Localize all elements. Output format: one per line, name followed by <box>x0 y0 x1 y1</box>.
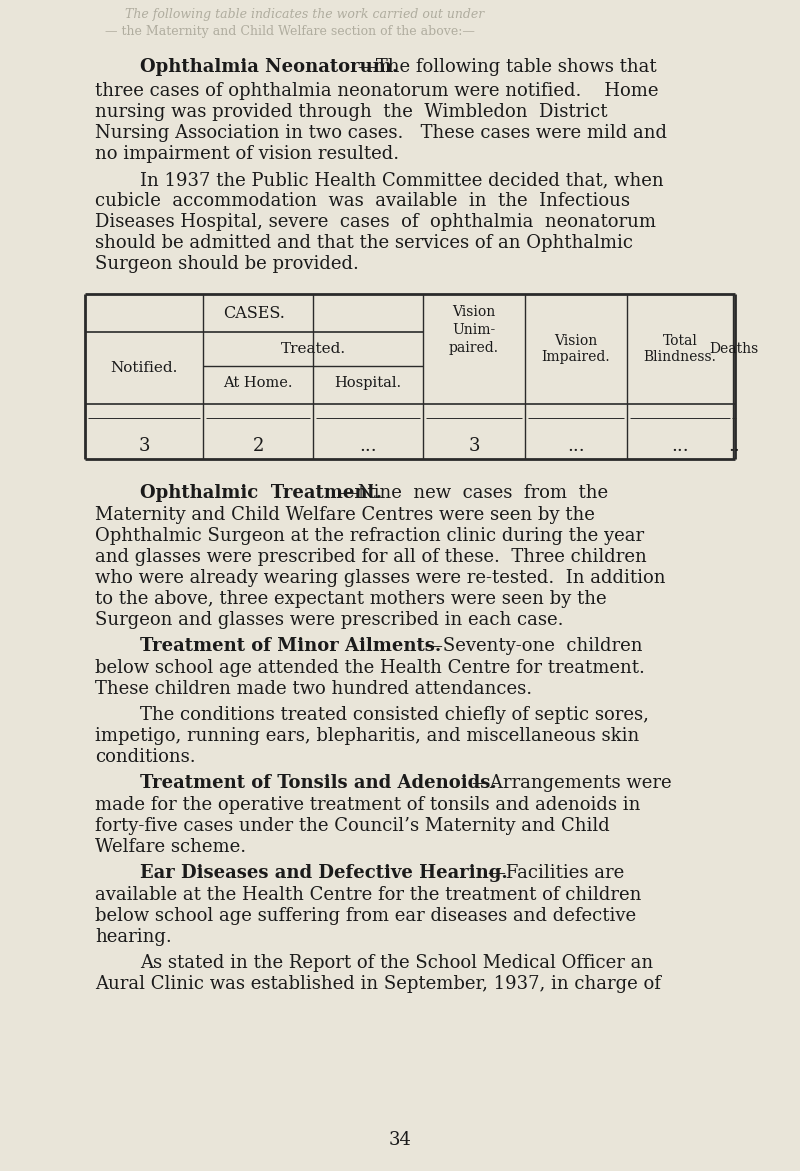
Text: ...: ... <box>567 437 585 456</box>
Text: made for the operative treatment of tonsils and adenoids in: made for the operative treatment of tons… <box>95 796 640 814</box>
Text: Treatment of Minor Ailments.: Treatment of Minor Ailments. <box>140 637 442 655</box>
Text: below school age attended the Health Centre for treatment.: below school age attended the Health Cen… <box>95 659 645 677</box>
Text: —Nine  new  cases  from  the: —Nine new cases from the <box>340 484 608 502</box>
Text: CASES.: CASES. <box>223 306 285 322</box>
Text: Blindness.: Blindness. <box>643 350 717 364</box>
Text: should be admitted and that the services of an Ophthalmic: should be admitted and that the services… <box>95 234 633 252</box>
Text: As stated in the Report of the School Medical Officer an: As stated in the Report of the School Me… <box>140 954 653 972</box>
Text: The following table indicates the work carried out under: The following table indicates the work c… <box>125 8 484 21</box>
Text: The conditions treated consisted chiefly of septic sores,: The conditions treated consisted chiefly… <box>140 706 649 724</box>
Text: no impairment of vision resulted.: no impairment of vision resulted. <box>95 145 399 163</box>
Text: —Facilities are: —Facilities are <box>488 864 624 882</box>
Text: Vision: Vision <box>452 304 496 319</box>
Text: 3: 3 <box>138 437 150 456</box>
Text: 2: 2 <box>252 437 264 456</box>
Text: Surgeon and glasses were prescribed in each case.: Surgeon and glasses were prescribed in e… <box>95 611 563 629</box>
Text: cubicle  accommodation  was  available  in  the  Infectious: cubicle accommodation was available in t… <box>95 192 630 210</box>
Text: conditions.: conditions. <box>95 748 196 766</box>
Text: ...: ... <box>671 437 689 456</box>
Text: These children made two hundred attendances.: These children made two hundred attendan… <box>95 680 532 698</box>
Text: Unim-: Unim- <box>452 323 496 337</box>
Text: Maternity and Child Welfare Centres were seen by the: Maternity and Child Welfare Centres were… <box>95 506 595 523</box>
Text: who were already wearing glasses were re-tested.  In addition: who were already wearing glasses were re… <box>95 569 666 587</box>
Text: In 1937 the Public Health Committee decided that, when: In 1937 the Public Health Committee deci… <box>140 171 664 189</box>
Text: At Home.: At Home. <box>223 376 293 390</box>
Text: and glasses were prescribed for all of these.  Three children: and glasses were prescribed for all of t… <box>95 548 646 566</box>
Text: Vision: Vision <box>554 334 598 348</box>
Text: —Seventy-one  children: —Seventy-one children <box>425 637 642 655</box>
Text: Welfare scheme.: Welfare scheme. <box>95 838 246 856</box>
Text: Ophthalmic Surgeon at the refraction clinic during the year: Ophthalmic Surgeon at the refraction cli… <box>95 527 644 545</box>
Text: ..: .. <box>728 437 740 456</box>
Text: impetigo, running ears, blepharitis, and miscellaneous skin: impetigo, running ears, blepharitis, and… <box>95 727 639 745</box>
Text: Treated.: Treated. <box>281 342 346 356</box>
Text: three cases of ophthalmia neonatorum were notified.    Home: three cases of ophthalmia neonatorum wer… <box>95 82 658 100</box>
Text: to the above, three expectant mothers were seen by the: to the above, three expectant mothers we… <box>95 590 606 608</box>
Text: Hospital.: Hospital. <box>334 376 402 390</box>
Text: Ophthalmic  Treatment.: Ophthalmic Treatment. <box>140 484 382 502</box>
Text: Deaths: Deaths <box>710 342 758 356</box>
Text: 34: 34 <box>389 1131 411 1149</box>
Text: —Arrangements were: —Arrangements were <box>472 774 672 792</box>
Text: hearing.: hearing. <box>95 927 172 946</box>
Text: paired.: paired. <box>449 341 499 355</box>
Text: Total: Total <box>662 334 698 348</box>
Text: Diseases Hospital, severe  cases  of  ophthalmia  neonatorum: Diseases Hospital, severe cases of ophth… <box>95 213 656 231</box>
Text: Surgeon should be provided.: Surgeon should be provided. <box>95 255 359 273</box>
Text: Ear Diseases and Defective Hearing.: Ear Diseases and Defective Hearing. <box>140 864 508 882</box>
Text: Ophthalmia Neonatorum.: Ophthalmia Neonatorum. <box>140 59 398 76</box>
Text: available at the Health Centre for the treatment of children: available at the Health Centre for the t… <box>95 886 642 904</box>
Text: Notified.: Notified. <box>110 361 178 375</box>
Text: Nursing Association in two cases.   These cases were mild and: Nursing Association in two cases. These … <box>95 124 667 142</box>
Text: ...: ... <box>359 437 377 456</box>
Text: nursing was provided through  the  Wimbledon  District: nursing was provided through the Wimbled… <box>95 103 607 121</box>
Text: Impaired.: Impaired. <box>542 350 610 364</box>
Text: Aural Clinic was established in September, 1937, in charge of: Aural Clinic was established in Septembe… <box>95 975 661 993</box>
Text: 3: 3 <box>468 437 480 456</box>
Text: below school age suffering from ear diseases and defective: below school age suffering from ear dise… <box>95 908 636 925</box>
Text: —The following table shows that: —The following table shows that <box>358 59 657 76</box>
Text: — the Maternity and Child Welfare section of the above:—: — the Maternity and Child Welfare sectio… <box>105 25 475 37</box>
Text: forty-five cases under the Council’s Maternity and Child: forty-five cases under the Council’s Mat… <box>95 817 610 835</box>
Text: Treatment of Tonsils and Adenoids.: Treatment of Tonsils and Adenoids. <box>140 774 497 792</box>
